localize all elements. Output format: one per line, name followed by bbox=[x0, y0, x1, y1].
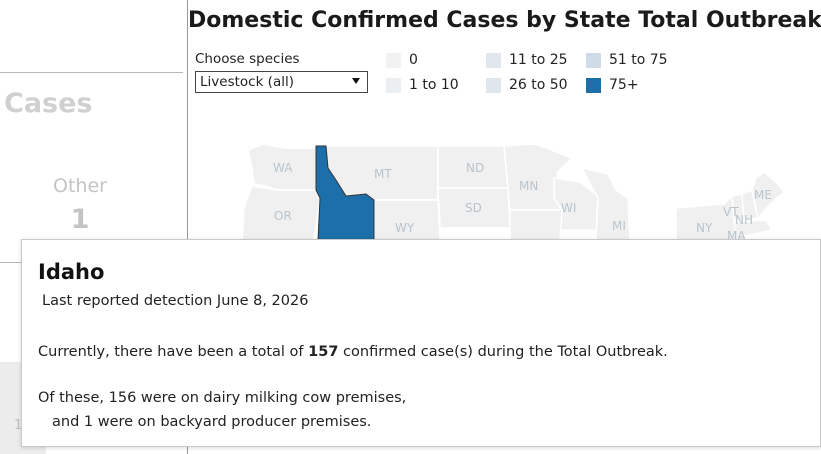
state-label: MT bbox=[374, 167, 392, 181]
us-states-map[interactable]: WA MT ND MN OR WY SD WI MI NY VT NH MA M… bbox=[236, 138, 821, 248]
legend-label: 26 to 50 bbox=[509, 77, 568, 93]
legend-label: 0 bbox=[409, 52, 418, 68]
tooltip-backyard-line: and 1 were on backyard producer premises… bbox=[52, 414, 372, 430]
state-label: WI bbox=[561, 201, 576, 215]
tooltip-total-value: 157 bbox=[308, 344, 339, 360]
legend-label: 75+ bbox=[609, 77, 639, 93]
state-tooltip: Idaho Last reported detection June 8, 20… bbox=[21, 239, 821, 447]
species-dropdown[interactable]: Livestock (all) bbox=[195, 71, 368, 93]
state-label: MN bbox=[519, 179, 538, 193]
cases-heading: Cases bbox=[4, 88, 93, 119]
tooltip-last-reported: Last reported detection June 8, 2026 bbox=[42, 293, 309, 309]
state-ma[interactable] bbox=[733, 219, 774, 239]
state-label: NH bbox=[735, 213, 753, 227]
tooltip-state-name: Idaho bbox=[38, 260, 105, 284]
summary-cell-value: 1 bbox=[14, 418, 23, 433]
state-label: MI bbox=[612, 219, 626, 233]
page-title: Domestic Confirmed Cases by State Total … bbox=[188, 8, 821, 33]
state-label: VT bbox=[723, 205, 739, 219]
legend-swatch bbox=[586, 53, 601, 68]
legend-swatch bbox=[386, 78, 401, 93]
panel-divider bbox=[187, 0, 188, 454]
state-label: WY bbox=[395, 221, 415, 235]
state-ia[interactable] bbox=[509, 209, 563, 241]
tooltip-total-line: Currently, there have been a total of 15… bbox=[38, 344, 668, 360]
state-label: ND bbox=[466, 161, 484, 175]
legend-label: 51 to 75 bbox=[609, 52, 668, 68]
species-dropdown-value: Livestock (all) bbox=[200, 74, 294, 90]
legend-swatch bbox=[486, 53, 501, 68]
legend-swatch bbox=[486, 78, 501, 93]
legend-label: 1 to 10 bbox=[409, 77, 459, 93]
state-label: NY bbox=[696, 221, 713, 235]
state-label: OR bbox=[274, 209, 292, 223]
tooltip-total-prefix: Currently, there have been a total of bbox=[38, 344, 309, 360]
legend-swatch bbox=[586, 78, 601, 93]
legend-label: 11 to 25 bbox=[509, 52, 568, 68]
legend-swatch bbox=[386, 53, 401, 68]
other-label: Other bbox=[53, 175, 107, 197]
tooltip-dairy-line: Of these, 156 were on dairy milking cow … bbox=[38, 390, 407, 406]
state-id[interactable] bbox=[315, 145, 375, 241]
state-or[interactable] bbox=[241, 185, 321, 241]
state-label: WA bbox=[273, 161, 293, 175]
state-label: SD bbox=[465, 201, 482, 215]
dropdown-arrow-icon[interactable] bbox=[352, 78, 360, 84]
tooltip-total-suffix: confirmed case(s) during the Total Outbr… bbox=[338, 344, 668, 360]
state-me[interactable] bbox=[751, 171, 786, 220]
state-wi[interactable] bbox=[553, 177, 599, 231]
divider bbox=[0, 72, 183, 73]
divider bbox=[0, 262, 22, 263]
species-filter-label: Choose species bbox=[195, 51, 300, 67]
other-value: 1 bbox=[70, 204, 90, 235]
state-label: ME bbox=[754, 188, 772, 202]
